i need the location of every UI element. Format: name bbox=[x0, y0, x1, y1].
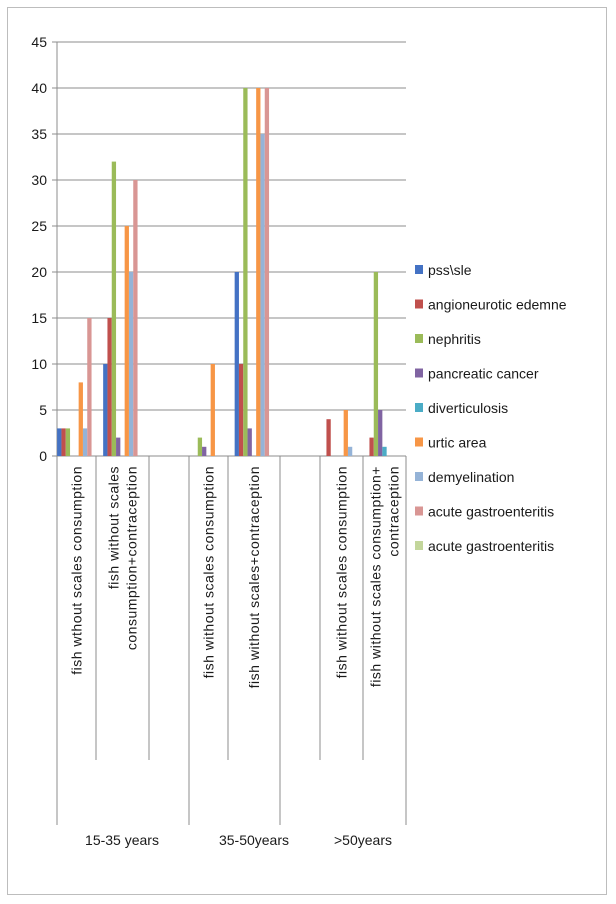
bar bbox=[243, 88, 248, 456]
legend-label: nephritis bbox=[428, 331, 481, 347]
bar bbox=[256, 88, 261, 456]
bar bbox=[326, 419, 331, 456]
legend-label: diverticulosis bbox=[428, 400, 508, 416]
bar bbox=[78, 382, 83, 456]
y-tick-label: 20 bbox=[31, 264, 47, 280]
bar bbox=[111, 161, 117, 456]
group-label: 35-50years bbox=[219, 832, 289, 848]
bar bbox=[369, 437, 374, 456]
bar bbox=[343, 410, 348, 456]
category-label: fish without scales consumption bbox=[334, 466, 350, 678]
bar bbox=[128, 272, 134, 456]
bar bbox=[116, 437, 121, 456]
legend-label: acute gastroenteritis bbox=[428, 504, 554, 520]
bar bbox=[87, 318, 92, 456]
x-axis-category-labels: fish wthout scales consumption fish witho… bbox=[69, 466, 402, 688]
bar bbox=[124, 226, 129, 456]
bar bbox=[347, 446, 353, 456]
category-label: fish without scales consumption+ bbox=[368, 466, 384, 687]
bar bbox=[264, 88, 270, 456]
bar bbox=[382, 446, 387, 456]
category-label: fish without scales bbox=[106, 466, 122, 589]
y-axis-ticks: 0 5 10 15 20 25 30 35 40 45 bbox=[31, 34, 47, 464]
legend-label: pss\sle bbox=[428, 262, 472, 278]
group-label: 15-35 years bbox=[85, 832, 159, 848]
y-tick-label: 0 bbox=[39, 448, 47, 464]
y-tick-label: 10 bbox=[31, 356, 47, 372]
bar bbox=[202, 446, 207, 456]
category-label: fish without scales+contraception bbox=[246, 466, 262, 688]
bar bbox=[260, 134, 265, 456]
bar bbox=[238, 364, 244, 456]
legend-swatch bbox=[415, 334, 423, 343]
bar bbox=[373, 272, 379, 456]
legend-swatch bbox=[415, 472, 423, 481]
bar bbox=[234, 272, 239, 456]
group-label: >50years bbox=[334, 832, 392, 848]
bar bbox=[378, 410, 383, 456]
bar bbox=[103, 364, 108, 456]
y-tick-label: 15 bbox=[31, 310, 47, 326]
y-tick-label: 45 bbox=[31, 34, 47, 50]
legend-label: acute gastroenteritis bbox=[428, 538, 554, 554]
legend: pss\sle angioneurotic edemne nephritis panc… bbox=[415, 262, 567, 554]
bar bbox=[82, 428, 88, 456]
legend-label: pancreatic cancer bbox=[428, 366, 539, 382]
category-label: contraception bbox=[386, 466, 402, 557]
bar bbox=[57, 428, 62, 456]
y-tick-label: 30 bbox=[31, 172, 47, 188]
bar bbox=[247, 428, 252, 456]
legend-label: urtic area bbox=[428, 435, 487, 451]
legend-swatch bbox=[415, 541, 423, 550]
y-tick-label: 5 bbox=[39, 402, 47, 418]
x-axis-group-labels: 15-35 years 35-50years >50years bbox=[85, 832, 392, 848]
legend-swatch bbox=[415, 265, 423, 274]
category-label: fish without scales consumption bbox=[201, 466, 217, 678]
legend-swatch bbox=[415, 403, 423, 412]
legend-swatch bbox=[415, 299, 423, 309]
y-tick-label: 25 bbox=[31, 218, 47, 234]
legend-swatch bbox=[415, 506, 423, 516]
bar bbox=[197, 437, 203, 456]
category-label: consumption+contraception bbox=[124, 466, 140, 650]
category-label: fish wthout scales consumption bbox=[69, 466, 85, 675]
bar bbox=[65, 428, 71, 456]
bar bbox=[107, 318, 112, 456]
legend-label: demyelination bbox=[428, 469, 514, 485]
y-tick-label: 35 bbox=[31, 126, 47, 142]
y-tick-label: 40 bbox=[31, 80, 47, 96]
bar bbox=[210, 364, 215, 456]
legend-label: angioneurotic edemne bbox=[428, 297, 567, 313]
bar bbox=[61, 428, 66, 456]
legend-swatch bbox=[415, 368, 423, 378]
bars bbox=[57, 88, 387, 456]
legend-swatch bbox=[415, 437, 423, 447]
bar bbox=[133, 180, 138, 456]
